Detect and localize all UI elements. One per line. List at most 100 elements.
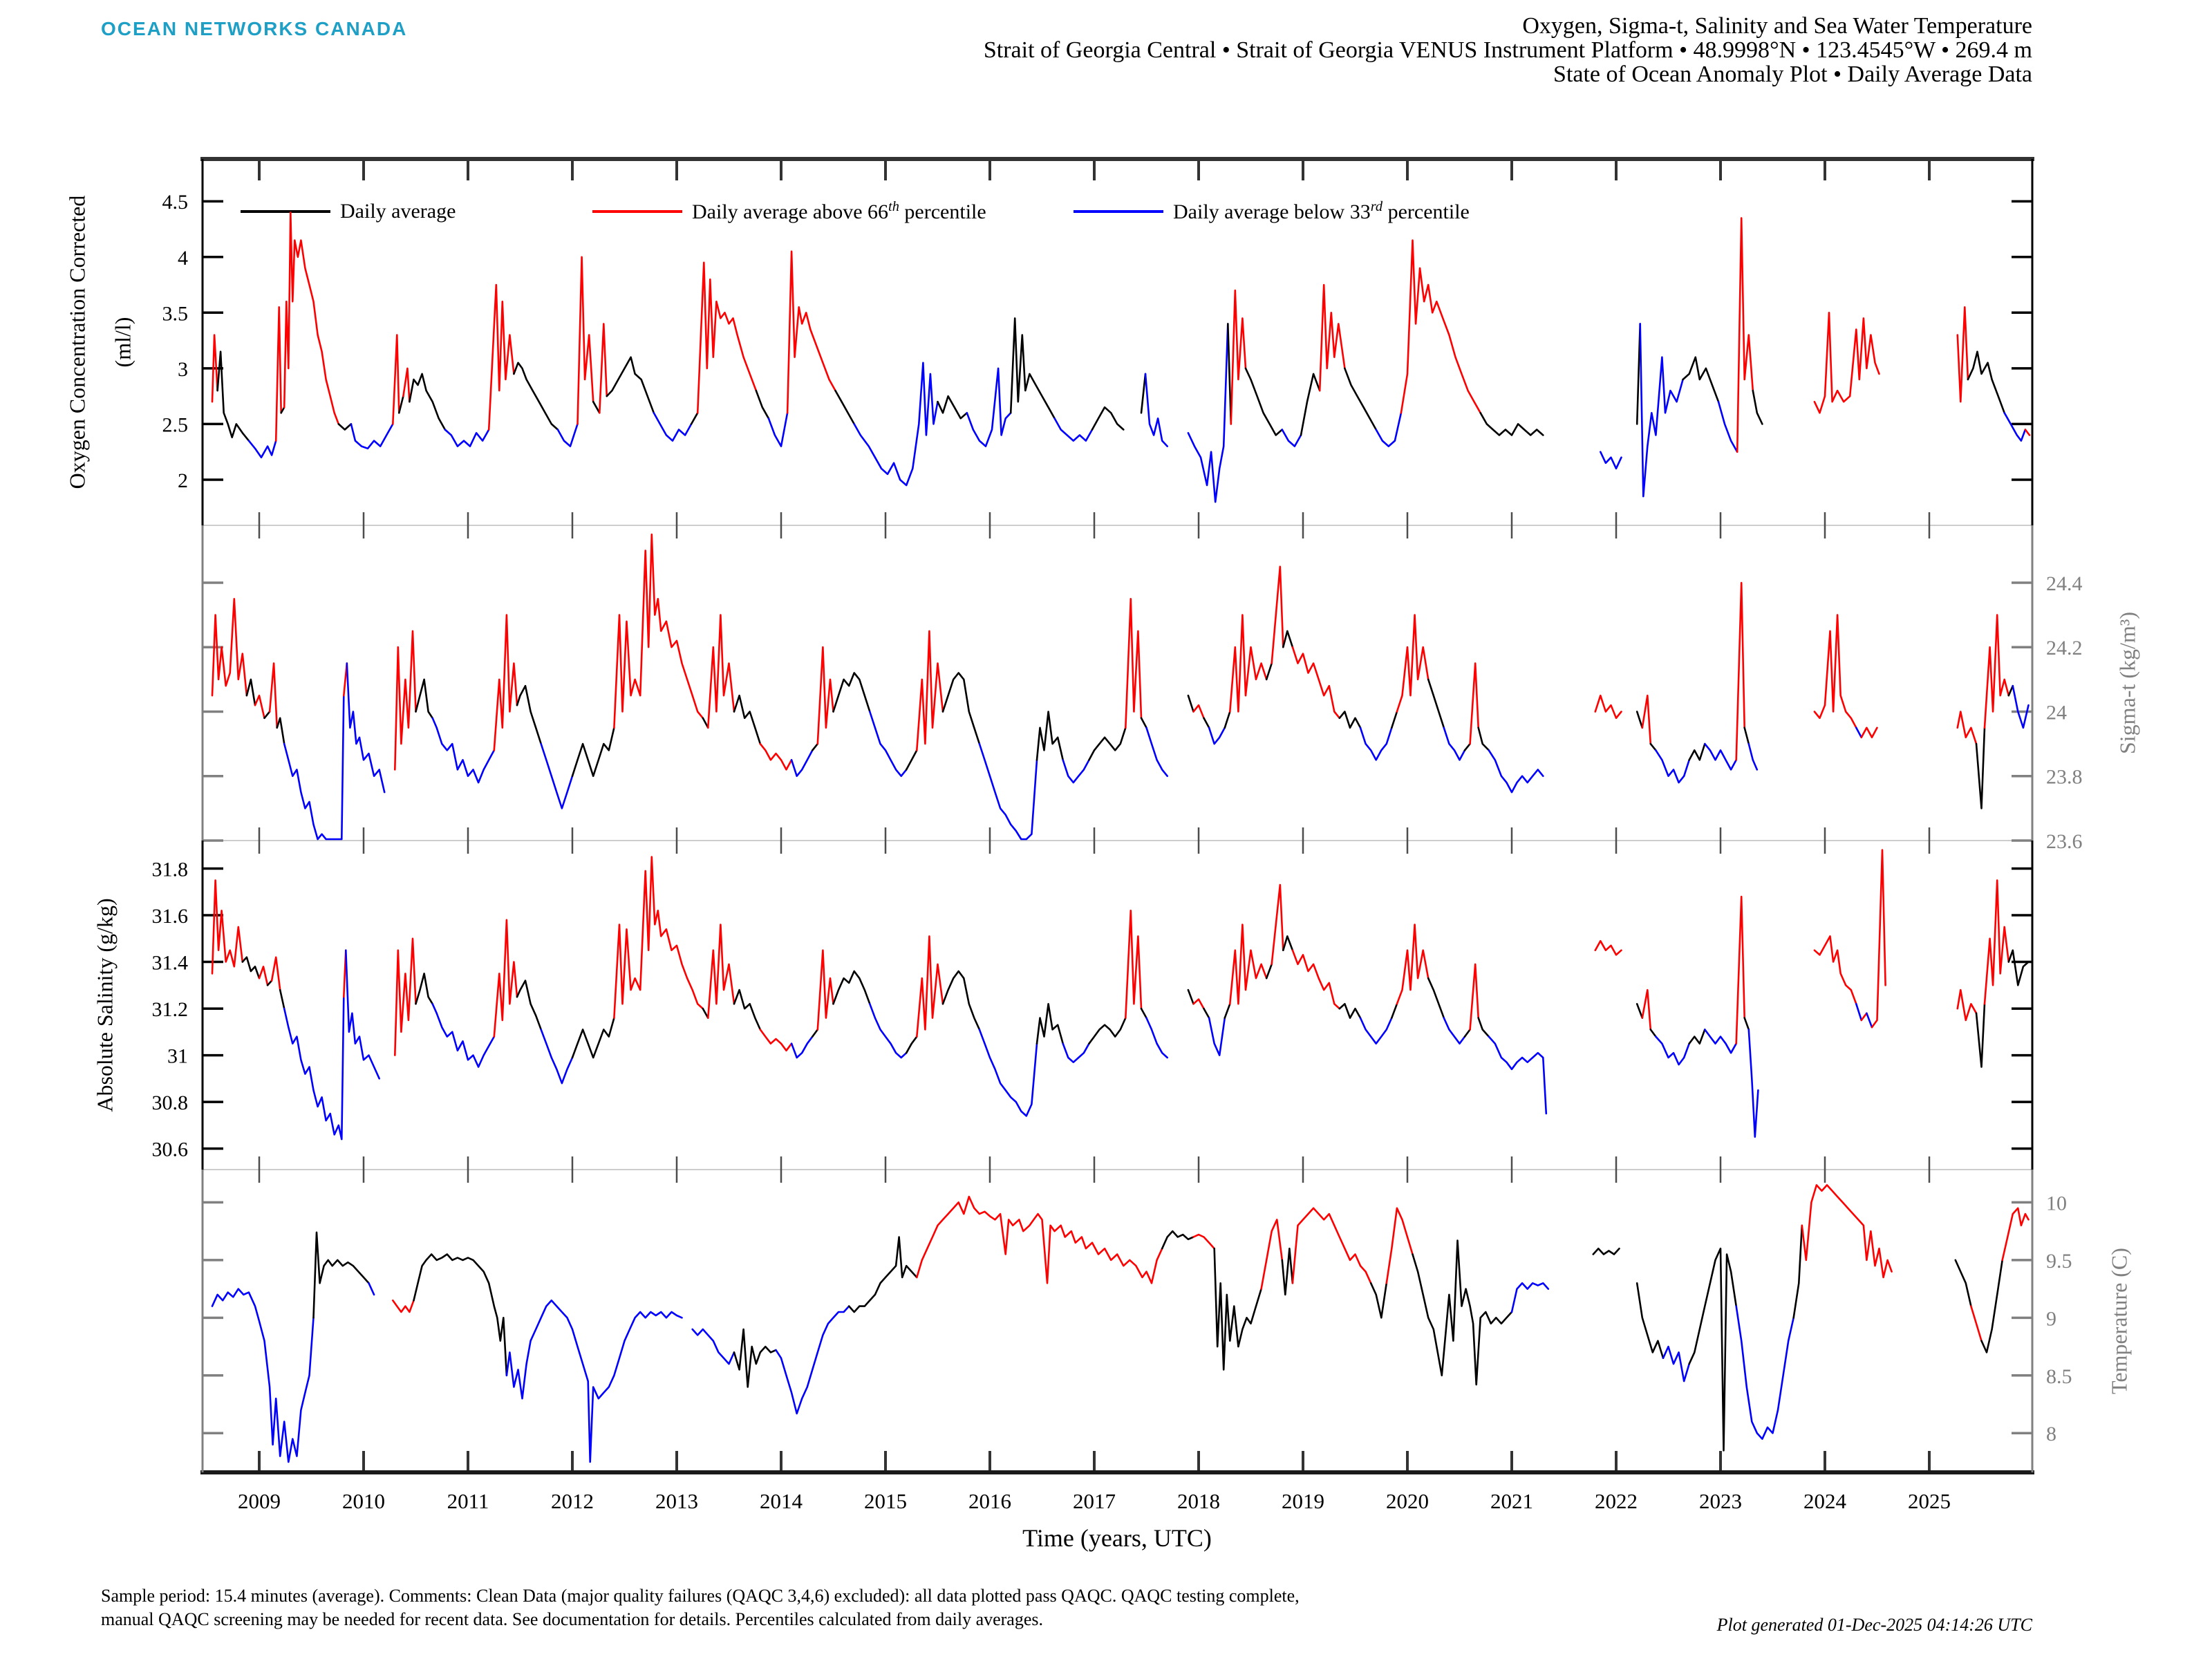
oxygen-series-segment bbox=[1281, 429, 1302, 447]
salinity-tick-label-31.2: 31.2 bbox=[152, 998, 189, 1021]
sigma-t-series-segment bbox=[1735, 581, 1745, 761]
panel-salinity: 31.8 31.6 31.4 31.2 31 30.8 30.6 bbox=[152, 841, 2034, 1170]
salinity-series-segment bbox=[1735, 895, 1745, 1044]
sigma-t-series-segment bbox=[905, 749, 918, 771]
oxygen-series-segment bbox=[1300, 373, 1321, 436]
salinity-series-segment bbox=[571, 1017, 615, 1059]
sigma-t-series-segment bbox=[254, 694, 265, 720]
x-tick-label-2024: 2024 bbox=[1803, 1489, 1847, 1513]
oxygen-series-segment bbox=[696, 261, 758, 414]
sigma-t-series-segment bbox=[1463, 742, 1471, 751]
salinity-series-segment bbox=[1229, 924, 1268, 1005]
temperature-series-segment bbox=[413, 1253, 508, 1377]
sigma-t-series-segment bbox=[1203, 717, 1210, 729]
salinity-series-segment bbox=[1035, 1003, 1064, 1044]
sigma-t-series-segment bbox=[1125, 598, 1143, 729]
oxygen-series-segment bbox=[274, 306, 282, 442]
oxygen-series-segment bbox=[1400, 239, 1481, 414]
oxygen-tick-label-2.5: 2.5 bbox=[162, 413, 189, 436]
temperature-tick-label-9: 9 bbox=[2046, 1307, 2056, 1330]
salinity-series-segment bbox=[266, 980, 273, 986]
legend-item-below: Daily average below 33rd percentile bbox=[1074, 198, 1470, 225]
x-tick-label-2012: 2012 bbox=[551, 1489, 594, 1513]
x-tick-label-2021: 2021 bbox=[1490, 1489, 1533, 1513]
salinity-series-segment bbox=[1396, 924, 1430, 1005]
oxygen-series-segment bbox=[444, 429, 490, 447]
oxygen-series-segment bbox=[1140, 373, 1147, 414]
salinity-series-segment bbox=[211, 879, 244, 975]
salinity-series-segment bbox=[241, 956, 261, 980]
salinity-series-segment bbox=[869, 1003, 908, 1059]
sigma-t-series-segment bbox=[2012, 684, 2030, 729]
oxygen-series-segment bbox=[1144, 373, 1168, 447]
station-subtitle: Strait of Georgia Central • Strait of Ge… bbox=[983, 37, 2032, 63]
sigma-t-tick-label-24: 24 bbox=[2046, 701, 2067, 724]
sigma-t-series-segment bbox=[1655, 749, 1690, 784]
sigma-t-series-segment bbox=[790, 749, 814, 777]
salinity-series-segment bbox=[1866, 1012, 1873, 1029]
panel-sigma-t: 24.4 24.2 24 23.8 23.6 bbox=[201, 525, 2083, 853]
x-tick-label-2013: 2013 bbox=[655, 1489, 698, 1513]
temperature-series-segment bbox=[733, 1328, 777, 1388]
salinity-series-segment bbox=[759, 1029, 793, 1052]
salinity-series-segment bbox=[1641, 988, 1652, 1031]
temperature-series-segment bbox=[1735, 1305, 1794, 1440]
panel-oxygen: 4.5 4 3.5 3 2.5 2 bbox=[162, 159, 2034, 525]
temperature-axis-label: Temperature (C) bbox=[2106, 1248, 2132, 1394]
oxygen-series-segment bbox=[1344, 367, 1377, 431]
temperature-series-segment bbox=[1954, 1259, 1972, 1307]
temperature-series-segment bbox=[211, 1288, 315, 1463]
oxygen-series-segment bbox=[2024, 429, 2031, 436]
oxygen-series-segment bbox=[337, 423, 353, 431]
temperature-series-segment bbox=[312, 1231, 370, 1319]
sigma-t-series-segment bbox=[2007, 684, 2014, 697]
sigma-t-series-segment bbox=[1688, 742, 1706, 761]
salinity-series-segment bbox=[1469, 963, 1479, 1031]
sigma-t-series-segment bbox=[1855, 727, 1863, 739]
legend-item-above: Daily average above 66th percentile bbox=[592, 198, 986, 225]
oxygen-series-segment bbox=[1375, 412, 1403, 447]
x-tick-label-2023: 2023 bbox=[1699, 1489, 1742, 1513]
oxygen-tick-label-3: 3 bbox=[178, 358, 188, 381]
salinity-series-segment bbox=[1391, 1003, 1398, 1019]
sigma-t-series-segment bbox=[394, 630, 417, 771]
sigma-t-series-segment bbox=[1140, 717, 1147, 729]
salinity-series-segment bbox=[345, 949, 380, 1080]
sigma-t-series-segment bbox=[211, 598, 248, 697]
x-tick-label-2009: 2009 bbox=[238, 1489, 281, 1513]
sigma-t-series-segment bbox=[1860, 727, 1878, 739]
legend-item-average: Daily average bbox=[241, 198, 456, 225]
sigma-t-axis-label: Sigma-t (kg/m³) bbox=[2115, 611, 2140, 755]
sigma-t-series-segment bbox=[1649, 742, 1657, 751]
sigma-t-series-segment bbox=[1062, 759, 1090, 784]
oxygen-series-segment bbox=[1967, 350, 2005, 414]
sigma-t-series-segment bbox=[1391, 711, 1398, 729]
temperature-series-segment bbox=[1635, 1282, 1665, 1359]
temperature-series-segment bbox=[1980, 1259, 2003, 1353]
sigma-t-series-segment bbox=[816, 646, 834, 745]
salinity-series-segment bbox=[516, 980, 542, 1031]
sigma-t-series-segment bbox=[613, 533, 704, 729]
temperature-series-segment bbox=[1662, 1345, 1690, 1382]
x-axis-label: Time (years, UTC) bbox=[1022, 1524, 1212, 1552]
oxygen-series-segment bbox=[966, 367, 1012, 447]
sigma-t-series-segment bbox=[1396, 614, 1430, 713]
sigma-t-series-segment bbox=[869, 711, 908, 777]
salinity-series-segment bbox=[1871, 849, 1886, 1029]
sigma-t-series-segment bbox=[1488, 749, 1544, 794]
title-block: Oxygen, Sigma-t, Salinity and Sea Water … bbox=[984, 14, 2032, 86]
temperature-series-segment bbox=[1970, 1305, 1983, 1342]
salinity-series-segment bbox=[1145, 1017, 1168, 1059]
salinity-series-segment bbox=[1443, 1017, 1466, 1044]
sigma-t-series-segment bbox=[1427, 678, 1445, 729]
temperature-series-segment bbox=[1592, 1247, 1620, 1255]
oxygen-series-segment bbox=[216, 350, 250, 442]
salinity-tick-label-31: 31 bbox=[167, 1045, 188, 1068]
oxygen-series-segment bbox=[1244, 367, 1284, 436]
sigma-t-series-segment bbox=[245, 678, 256, 706]
sigma-t-series-segment bbox=[1192, 704, 1205, 720]
salinity-series-segment bbox=[1427, 977, 1445, 1019]
salinity-series-segment bbox=[1338, 1003, 1362, 1019]
oxygen-series-segment bbox=[409, 373, 447, 431]
salinity-series-segment bbox=[1655, 1035, 1690, 1066]
